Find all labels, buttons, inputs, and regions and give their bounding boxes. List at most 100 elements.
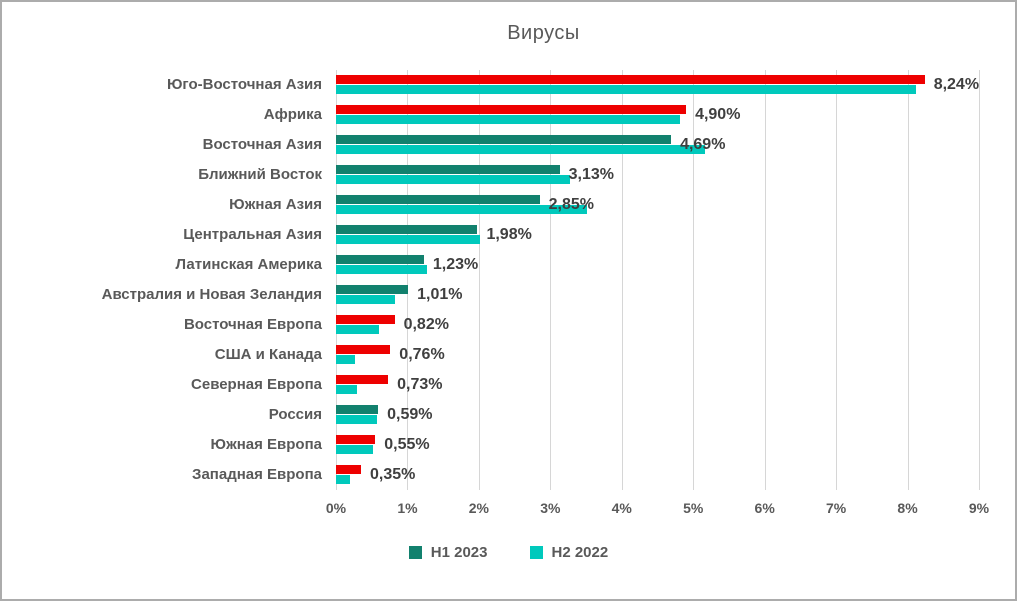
gridline [478,70,480,490]
gridline [336,70,337,490]
category-label: Северная Европа [191,376,322,393]
category-label: Латинская Америка [175,256,322,273]
value-label: 2,85% [548,196,594,213]
value-label: 1,98% [486,226,532,243]
bar-h1-2023 [336,165,560,174]
x-axis-tick-label: 6% [754,500,775,516]
bar-h1-2023 [336,345,391,354]
bar-row: 1,01% [336,280,979,310]
x-axis-tick-label: 1% [397,500,418,516]
bar-row: 0,76% [336,340,979,370]
bar-row: 0,59% [336,400,979,430]
gridlines [336,70,980,490]
x-axis-tick-label: 4% [611,500,632,516]
bar-h1-2023 [336,375,389,384]
legend: H1 2023 H2 2022 [2,544,1015,561]
legend-label: H2 2022 [551,544,609,561]
chart-title: Вирусы [507,22,580,44]
value-label: 0,73% [397,376,443,393]
gridline [979,70,980,490]
gridline [764,70,766,490]
bar-h1-2023 [336,465,361,474]
bar-h2-2022 [336,205,588,214]
gridline [836,70,838,490]
bar-h2-2022 [336,235,481,244]
gridline [907,70,909,490]
category-label: Восточная Европа [183,316,322,333]
bar-row: 0,35% [336,460,979,490]
bar-h1-2023 [336,435,376,444]
bar-h2-2022 [336,385,357,394]
x-axis-tick-label: 2% [468,500,489,516]
legend-swatch-h2-2022 [529,546,543,559]
bar-h2-2022 [336,475,351,484]
bar-h1-2023 [336,135,672,144]
legend-swatch-h1-2023 [408,546,422,559]
bar-h1-2023 [336,225,478,234]
bar-rows: 8,24% 4,90% 4,69% 3,13% 2,85% 1,98% 1,23% 1,01%… [336,70,979,490]
category-label: Юго-Восточная Азия [166,76,322,93]
x-axis-tick-label: 8% [897,500,918,516]
bar-row: 8,24% [336,70,979,100]
category-label: Центральная Азия [183,226,322,243]
bar-row: 1,23% [336,250,979,280]
bar-h1-2023 [336,75,925,84]
value-label: 0,76% [399,346,445,363]
bar-h1-2023 [336,285,409,294]
x-axis: 0% 1% 2% 3% 4% 5% 6% 7% 8% 9% [326,494,989,528]
bar-h1-2023 [336,105,687,114]
category-label: Южная Европа [210,436,322,453]
category-labels-column: Юго-Восточная Азия Африка Восточная Азия Бл… [16,70,322,528]
bar-h1-2023 [336,315,395,324]
bar-h2-2022 [336,445,374,454]
gridline [550,70,552,490]
value-label: 0,35% [370,466,416,483]
category-label: Россия [268,406,322,423]
category-label: Южная Азия [229,196,322,213]
plot-area: 8,24% 4,90% 4,69% 3,13% 2,85% 1,98% 1,23% 1,01%… [326,70,989,528]
value-label: 4,90% [695,106,741,123]
bar-h2-2022 [336,145,706,154]
bar-row: 4,69% [336,130,979,160]
value-label: 8,24% [933,76,980,93]
bar-row: 0,82% [336,310,979,340]
value-label: 0,55% [384,436,430,453]
value-label: 4,69% [680,136,726,153]
bar-row: 3,13% [336,160,979,190]
bar-h2-2022 [336,115,681,124]
gridline [407,70,409,490]
bar-h1-2023 [336,195,540,204]
gridline [621,70,623,490]
x-axis-tick-label: 5% [683,500,704,516]
bar-h2-2022 [336,85,917,94]
category-label: Австралия и Новая Зеландия [101,286,322,303]
bar-row: 4,90% [336,100,979,130]
x-axis-tick-label: 0% [325,500,347,516]
bar-h2-2022 [336,175,570,184]
category-label: Восточная Азия [202,136,322,153]
bar-row: 0,55% [336,430,979,460]
bar-h2-2022 [336,295,396,304]
legend-item-h2-2022: H2 2022 [529,544,609,561]
value-label: 0,82% [403,316,449,333]
bar-h2-2022 [336,415,378,424]
x-axis-tick-label: 9% [968,500,990,516]
value-label: 0,59% [387,406,433,423]
gridline [693,70,695,490]
bar-row: 1,98% [336,220,979,250]
bar-h1-2023 [336,405,379,414]
legend-label: H1 2023 [430,544,488,561]
category-label: Западная Европа [192,466,322,483]
bar-h1-2023 [336,255,424,264]
chart-body: Юго-Восточная Азия Африка Восточная Азия Бл… [2,70,1015,528]
category-label: США и Канада [214,346,322,363]
x-axis-tick-label: 3% [540,500,561,516]
bar-h2-2022 [336,355,356,364]
value-label: 3,13% [568,166,614,183]
value-label: 1,23% [432,256,479,273]
category-label: Ближний Восток [198,166,322,183]
bar-h2-2022 [336,325,379,334]
bar-row: 2,85% [336,190,979,220]
bar-h2-2022 [336,265,427,274]
